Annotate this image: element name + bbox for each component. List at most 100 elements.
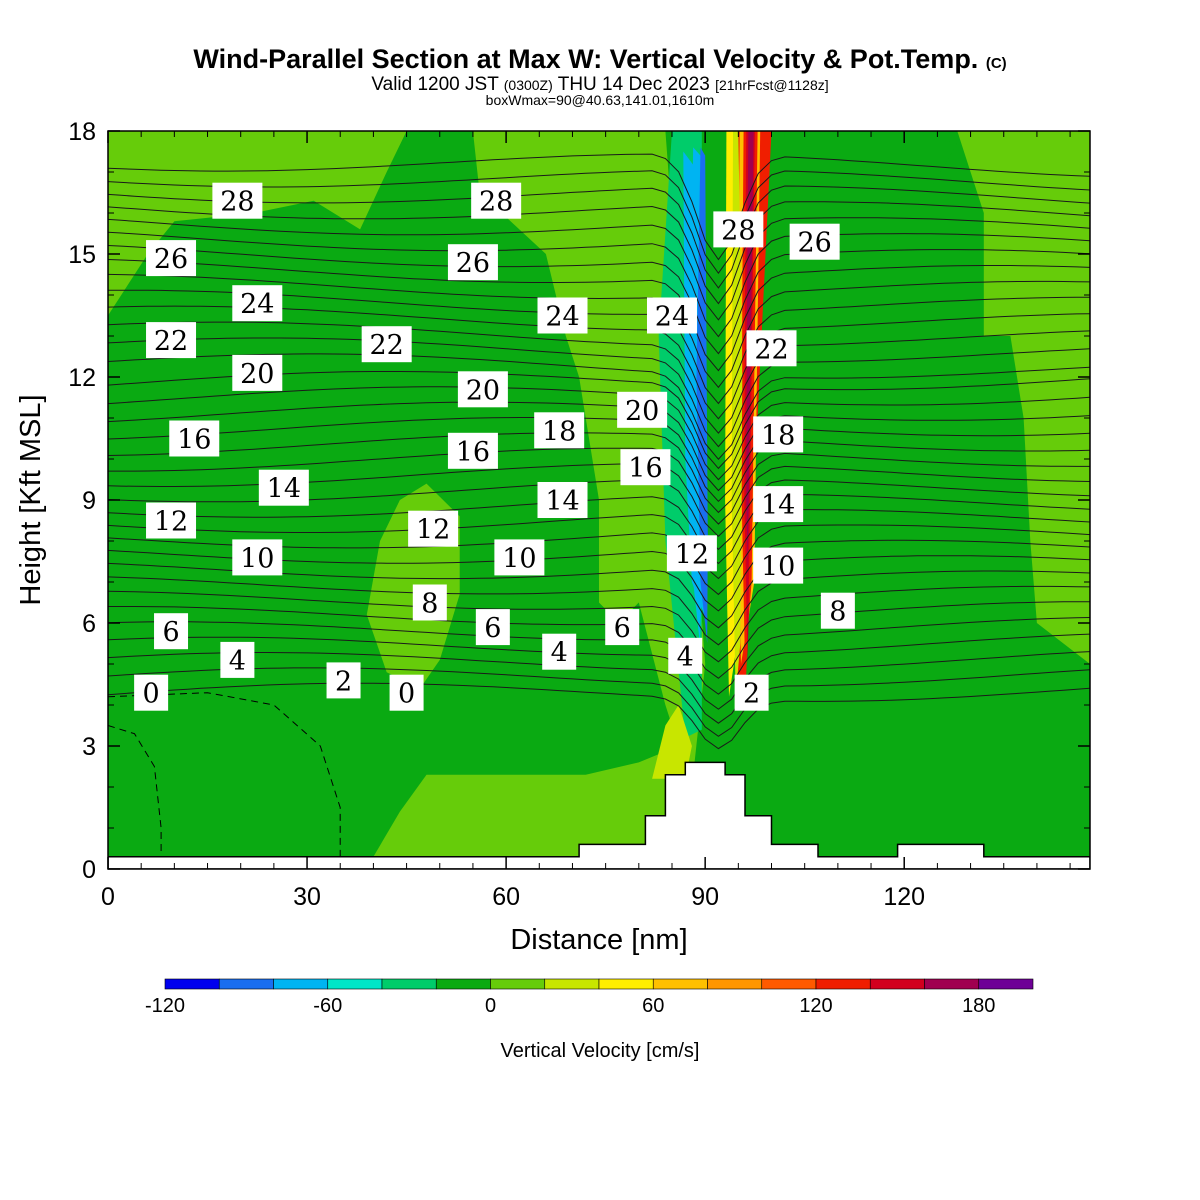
isentrope-label: 10 xyxy=(753,547,804,584)
isentrope-line-29 xyxy=(108,231,1090,338)
isentrope-label: 2 xyxy=(326,662,361,699)
isentrope-label: 20 xyxy=(232,354,283,391)
isentrope-label-box xyxy=(753,547,804,584)
isentrope-label-text: 2 xyxy=(335,666,352,697)
isentrope-label: 14 xyxy=(258,469,309,506)
x-tick-label: 120 xyxy=(883,883,925,911)
isentrope-label-text: 22 xyxy=(754,334,788,365)
isentrope-label-box xyxy=(326,662,361,699)
y-axis-title: Height [Kft MSL] xyxy=(15,394,47,605)
isentrope-label: 16 xyxy=(169,420,220,457)
isentrope-label: 14 xyxy=(537,482,588,518)
isentrope-label-text: 12 xyxy=(416,515,450,546)
forecast-info: [21hrFcst@1128z] xyxy=(715,77,829,93)
velocity-region-4 xyxy=(791,131,958,254)
isentrope-line-21 xyxy=(108,353,1090,460)
x-tick-label: 90 xyxy=(691,883,719,911)
colorbar-swatch xyxy=(598,978,654,990)
isentrope-label: 26 xyxy=(789,223,840,260)
isentrope-label: 10 xyxy=(232,539,283,576)
isentrope-line-6 xyxy=(108,585,1090,663)
isentrope-label: 24 xyxy=(646,297,697,334)
negative-contour-1 xyxy=(108,692,341,857)
colorbar-tick-label: 180 xyxy=(962,995,995,1017)
velocity-region-9 xyxy=(652,705,692,779)
isentrope-label-text: 2 xyxy=(743,679,760,710)
box-wmax-info: boxWmax=90@40.63,141.01,1610m xyxy=(485,92,715,108)
isentrope-label: 28 xyxy=(713,211,764,248)
isentrope-label-text: 4 xyxy=(677,642,694,673)
isentrope-label-text: 26 xyxy=(154,244,188,275)
isentrope-label: 16 xyxy=(447,432,498,469)
colorbar-swatch xyxy=(707,978,763,990)
colorbar-swatch xyxy=(218,978,274,990)
isentrope-label-text: 28 xyxy=(479,187,513,218)
isentrope-label-box xyxy=(494,539,545,576)
isentrope-label: 28 xyxy=(212,182,263,219)
isentrope-label: 12 xyxy=(666,535,717,572)
isentrope-label-box xyxy=(232,539,283,576)
isentrope-label-text: 18 xyxy=(761,420,795,451)
x-tick-label: 60 xyxy=(492,883,520,911)
isentrope-label-box xyxy=(668,637,703,674)
isentrope-line-33 xyxy=(108,170,1090,275)
y-tick-label: 12 xyxy=(68,364,96,392)
colorbar-swatch xyxy=(164,978,220,990)
isentrope-label: 0 xyxy=(134,674,169,711)
isentrope-label-text: 14 xyxy=(545,486,579,517)
colorbar-swatch xyxy=(978,978,1034,990)
isentrope-label-text: 0 xyxy=(398,679,415,710)
isentrope-label-text: 20 xyxy=(625,396,659,427)
isentrope-label: 20 xyxy=(617,391,668,428)
isentrope-label: 20 xyxy=(457,371,508,408)
isentrope-label-box xyxy=(820,592,855,629)
y-tick-label: 6 xyxy=(82,610,96,638)
isentrope-label: 8 xyxy=(820,592,855,629)
valid-date: THU 14 Dec 2023 xyxy=(557,74,710,95)
isentrope-label-text: 26 xyxy=(797,228,831,259)
velocity-region-0 xyxy=(108,131,407,316)
colorbar-swatch xyxy=(544,978,600,990)
isentrope-label: 8 xyxy=(412,584,447,621)
colorbar-swatch xyxy=(273,978,329,990)
isentrope-line-17 xyxy=(108,417,1090,503)
isentrope-label-box xyxy=(666,535,717,572)
isentrope-label: 6 xyxy=(154,613,189,650)
colorbar-title: Vertical Velocity [cm/s] xyxy=(501,1040,700,1062)
isentrope-line-0 xyxy=(108,682,1090,750)
isentrope-label: 24 xyxy=(232,285,283,322)
isentrope-label-text: 18 xyxy=(542,416,576,447)
isentrope-label-box xyxy=(361,326,412,363)
isentrope-label-box xyxy=(146,240,197,277)
isentrope-label-box xyxy=(542,633,577,670)
isentrope-line-15 xyxy=(108,447,1090,525)
isentrope-label: 22 xyxy=(361,326,412,363)
copyright-mark: (C) xyxy=(985,55,1007,72)
isentrope-label-text: 6 xyxy=(162,617,179,648)
isentrope-label-box xyxy=(408,510,459,547)
colorbar-swatch xyxy=(924,978,980,990)
y-tick-label: 3 xyxy=(82,733,96,761)
x-tick-label: 30 xyxy=(293,883,321,911)
isentrope-line-34 xyxy=(108,153,1090,261)
isentrope-label-text: 8 xyxy=(421,589,438,620)
isentrope-label-text: 6 xyxy=(614,613,631,644)
chart-subtitle: Valid 1200 JST (0300Z) THU 14 Dec 2023 [… xyxy=(0,74,1200,96)
colorbar-tick-label: -60 xyxy=(313,995,342,1017)
isentrope-label-text: 28 xyxy=(220,187,254,218)
isentrope-label-text: 4 xyxy=(229,646,246,677)
isentrope-label-text: 16 xyxy=(177,425,211,456)
x-axis-title: Distance [nm] xyxy=(510,924,687,956)
colorbar-swatch xyxy=(869,978,925,990)
isentrope-line-26 xyxy=(108,273,1090,389)
chart-title: Wind-Parallel Section at Max W: Vertical… xyxy=(193,44,1007,74)
isentrope-label: 26 xyxy=(447,244,498,281)
colorbar-swatch xyxy=(381,978,437,990)
updraft-core-3 xyxy=(746,131,754,664)
isentrope-label-box xyxy=(620,449,671,486)
isentrope-label: 6 xyxy=(605,609,640,646)
isentrope-label: 12 xyxy=(408,510,459,547)
isentrope-label: 22 xyxy=(746,330,797,367)
isentrope-label-box xyxy=(232,354,283,391)
